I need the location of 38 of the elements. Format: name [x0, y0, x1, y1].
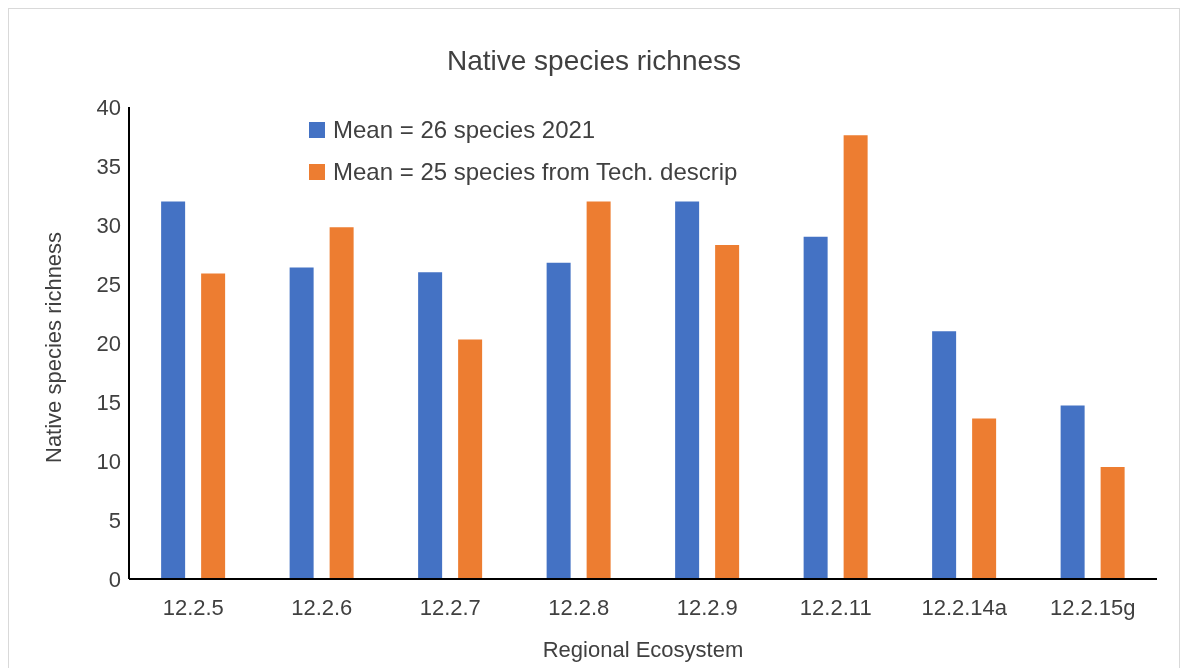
y-tick-label: 40 — [96, 94, 121, 120]
bar — [418, 272, 443, 579]
x-tick-label: 12.2.5 — [162, 594, 224, 620]
x-tick-label: 12.2.9 — [676, 594, 738, 620]
y-axis-title: Native species richness — [40, 231, 66, 463]
legend-label: Mean = 25 species from Tech. descrip — [333, 158, 738, 186]
y-tick-label: 35 — [96, 153, 121, 179]
y-tick-label: 25 — [96, 271, 121, 297]
chart-title: Native species richness — [445, 44, 743, 78]
bar — [201, 273, 226, 579]
legend-label: Mean = 26 species 2021 — [333, 116, 596, 144]
bar — [289, 267, 314, 579]
y-tick-label: 15 — [96, 389, 121, 415]
y-tick-label: 0 — [108, 566, 121, 592]
x-tick-label: 12.2.14a — [921, 594, 1008, 620]
bar — [458, 339, 483, 579]
y-tick-label: 5 — [108, 507, 121, 533]
x-tick-label: 12.2.8 — [548, 594, 610, 620]
bar — [1100, 466, 1125, 579]
y-tick-label: 20 — [96, 330, 121, 356]
bar — [972, 418, 997, 579]
x-tick-label: 12.2.6 — [291, 594, 353, 620]
bar — [843, 135, 868, 579]
bar — [675, 201, 700, 579]
bar — [1060, 405, 1085, 579]
bar — [586, 201, 611, 579]
y-tick-label: 30 — [96, 212, 121, 238]
x-tick-label: 12.2.15g — [1049, 594, 1136, 620]
bar — [803, 236, 828, 579]
bar — [161, 201, 186, 579]
x-tick-label: 12.2.7 — [419, 594, 481, 620]
bar — [715, 245, 740, 579]
bar — [329, 227, 354, 579]
bar — [932, 331, 957, 579]
x-axis-title: Regional Ecosystem — [542, 637, 744, 662]
bar — [546, 262, 571, 579]
x-tick-label: 12.2.11 — [799, 594, 872, 620]
y-tick-label: 10 — [96, 448, 121, 474]
